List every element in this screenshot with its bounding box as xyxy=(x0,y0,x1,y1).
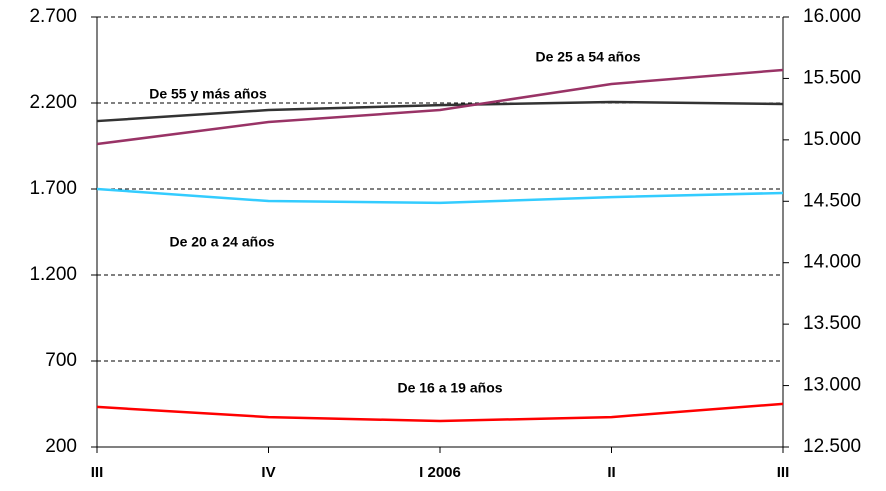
x-tick-label: III xyxy=(91,464,104,481)
x-tick-label: III xyxy=(777,464,790,481)
y-tick-label: 2.700 xyxy=(29,6,77,27)
series-line xyxy=(96,100,784,123)
y2-tick-label: 13.500 xyxy=(803,313,861,334)
series-line xyxy=(96,68,784,146)
x-tick-label: I 2006 xyxy=(419,464,461,481)
series-line xyxy=(96,402,784,423)
series-line xyxy=(96,187,784,205)
y2-tick-label: 16.000 xyxy=(803,6,861,27)
y2-tick-label: 12.500 xyxy=(803,436,861,457)
series-label: De 55 y más años xyxy=(149,86,267,102)
y-tick-label: 1.200 xyxy=(29,264,77,285)
y-tick-label: 700 xyxy=(45,350,77,371)
y-tick-label: 200 xyxy=(45,436,77,457)
series-label: De 25 a 54 años xyxy=(535,49,640,65)
y2-tick-label: 14.500 xyxy=(803,190,861,211)
y2-tick-label: 14.000 xyxy=(803,252,861,273)
x-tick-label: II xyxy=(607,464,615,481)
y2-tick-label: 13.000 xyxy=(803,375,861,396)
series-label: De 16 a 19 años xyxy=(397,380,502,396)
y-tick-label: 2.200 xyxy=(29,92,77,113)
y-tick-label: 1.700 xyxy=(29,178,77,199)
y2-tick-label: 15.000 xyxy=(803,129,861,150)
y2-tick-label: 15.500 xyxy=(803,67,861,88)
x-tick-label: IV xyxy=(261,464,275,481)
series-label: De 20 a 24 años xyxy=(169,234,274,250)
